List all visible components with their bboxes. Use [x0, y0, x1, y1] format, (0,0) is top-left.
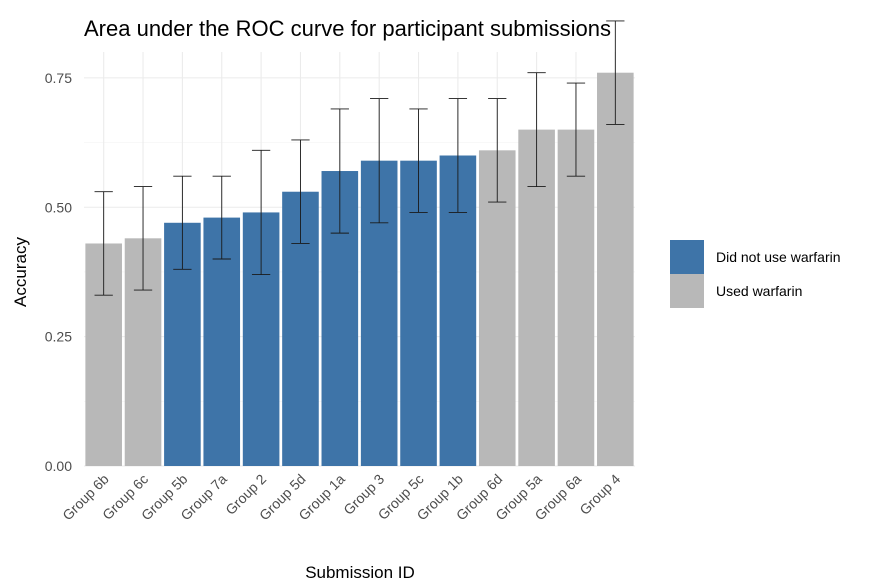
y-axis-ticks: 0.00 0.25 0.50 0.75 [45, 70, 72, 474]
y-tick-label: 0.75 [45, 70, 72, 86]
y-tick-label: 0.00 [45, 458, 72, 474]
bars [85, 72, 634, 467]
x-axis-title: Submission ID [305, 563, 415, 582]
chart-title: Area under the ROC curve for participant… [84, 16, 611, 41]
legend-label: Used warfarin [716, 283, 802, 299]
y-tick-label: 0.25 [45, 329, 72, 345]
y-tick-label: 0.50 [45, 199, 72, 215]
x-tick-label: Group 4 [576, 471, 623, 518]
legend-label: Did not use warfarin [716, 249, 841, 265]
bar [597, 72, 634, 466]
bar [557, 129, 595, 466]
y-axis-title: Accuracy [11, 237, 30, 307]
legend: Did not use warfarin Used warfarin [670, 240, 841, 308]
bar [478, 150, 516, 466]
legend-key [670, 274, 704, 308]
error-bars [94, 20, 625, 296]
legend-key [670, 240, 704, 274]
